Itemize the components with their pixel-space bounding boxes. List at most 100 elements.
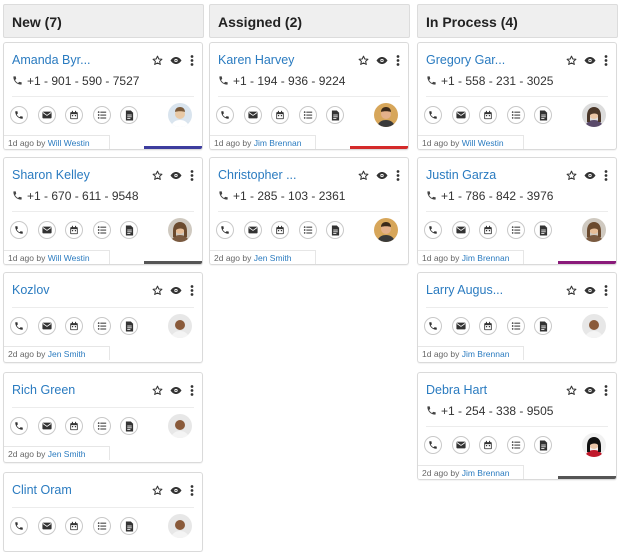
lead-card[interactable]: Sharon Kelley +1 - 670 - 611 - 9548 1d ag… (3, 157, 203, 265)
more-vertical-icon[interactable] (396, 54, 400, 66)
star-icon[interactable] (152, 170, 163, 181)
eye-icon[interactable] (584, 286, 596, 295)
note-button[interactable] (326, 106, 344, 124)
lead-card[interactable]: Larry Augus... 1d ago by Jim Brennan (417, 272, 617, 363)
lead-name-link[interactable]: Gregory Gar... (426, 53, 506, 67)
more-vertical-icon[interactable] (604, 284, 608, 296)
call-button[interactable] (424, 106, 442, 124)
email-button[interactable] (451, 221, 470, 239)
eye-icon[interactable] (376, 56, 388, 65)
task-list-button[interactable] (298, 221, 317, 239)
star-icon[interactable] (566, 385, 577, 396)
lead-card[interactable]: Justin Garza +1 - 786 - 842 - 3976 1d ago… (417, 157, 617, 265)
email-button[interactable] (37, 517, 56, 535)
assignee-avatar[interactable] (582, 218, 606, 242)
call-button[interactable] (424, 221, 442, 239)
calendar-button[interactable] (271, 106, 289, 124)
calendar-button[interactable] (479, 106, 497, 124)
note-button[interactable] (534, 436, 552, 454)
lead-name-link[interactable]: Karen Harvey (218, 53, 295, 67)
star-icon[interactable] (152, 285, 163, 296)
created-by-user[interactable]: Jen Smith (47, 349, 86, 359)
task-list-button[interactable] (506, 221, 525, 239)
note-button[interactable] (120, 106, 138, 124)
email-button[interactable] (243, 221, 262, 239)
star-icon[interactable] (152, 385, 163, 396)
more-vertical-icon[interactable] (190, 484, 194, 496)
eye-icon[interactable] (170, 286, 182, 295)
eye-icon[interactable] (170, 386, 182, 395)
lead-card[interactable]: Amanda Byr... +1 - 901 - 590 - 7527 1d ag… (3, 42, 203, 150)
eye-icon[interactable] (170, 486, 182, 495)
assignee-avatar[interactable] (168, 514, 192, 538)
lead-card[interactable]: Clint Oram (3, 472, 203, 552)
created-by-user[interactable]: Jen Smith (47, 449, 86, 459)
lead-name-link[interactable]: Kozlov (12, 283, 50, 297)
star-icon[interactable] (566, 55, 577, 66)
created-by-user[interactable]: Will Westin (461, 138, 504, 148)
task-list-button[interactable] (92, 106, 111, 124)
star-icon[interactable] (152, 55, 163, 66)
note-button[interactable] (534, 221, 552, 239)
phone-number[interactable]: +1 - 285 - 103 - 2361 (218, 189, 345, 204)
email-button[interactable] (451, 317, 470, 335)
created-by-user[interactable]: Will Westin (47, 253, 90, 263)
star-icon[interactable] (566, 170, 577, 181)
note-button[interactable] (120, 417, 138, 435)
note-button[interactable] (326, 221, 344, 239)
more-vertical-icon[interactable] (190, 54, 194, 66)
eye-icon[interactable] (376, 171, 388, 180)
star-icon[interactable] (566, 285, 577, 296)
eye-icon[interactable] (584, 56, 596, 65)
task-list-button[interactable] (506, 106, 525, 124)
created-by-user[interactable]: Jim Brennan (461, 349, 510, 359)
task-list-button[interactable] (298, 106, 317, 124)
lead-card[interactable]: Kozlov 2d ago by Jen Smith (3, 272, 203, 363)
more-vertical-icon[interactable] (396, 169, 400, 181)
call-button[interactable] (10, 221, 28, 239)
star-icon[interactable] (152, 485, 163, 496)
calendar-button[interactable] (65, 517, 83, 535)
assignee-avatar[interactable] (374, 103, 398, 127)
created-by-user[interactable]: Jim Brennan (461, 468, 510, 478)
calendar-button[interactable] (479, 317, 497, 335)
lead-name-link[interactable]: Amanda Byr... (12, 53, 91, 67)
task-list-button[interactable] (92, 517, 111, 535)
calendar-button[interactable] (65, 317, 83, 335)
more-vertical-icon[interactable] (190, 169, 194, 181)
phone-number[interactable]: +1 - 558 - 231 - 3025 (426, 74, 553, 89)
call-button[interactable] (10, 517, 28, 535)
email-button[interactable] (37, 317, 56, 335)
assignee-avatar[interactable] (168, 103, 192, 127)
call-button[interactable] (10, 106, 28, 124)
eye-icon[interactable] (584, 386, 596, 395)
note-button[interactable] (534, 317, 552, 335)
assignee-avatar[interactable] (168, 314, 192, 338)
calendar-button[interactable] (479, 436, 497, 454)
task-list-button[interactable] (92, 317, 111, 335)
note-button[interactable] (534, 106, 552, 124)
phone-number[interactable]: +1 - 194 - 936 - 9224 (218, 74, 345, 89)
email-button[interactable] (451, 106, 470, 124)
task-list-button[interactable] (92, 221, 111, 239)
assignee-avatar[interactable] (168, 414, 192, 438)
lead-name-link[interactable]: Larry Augus... (426, 283, 504, 297)
lead-card[interactable]: Debra Hart +1 - 254 - 338 - 9505 2d ago b… (417, 372, 617, 480)
email-button[interactable] (451, 436, 470, 454)
call-button[interactable] (424, 317, 442, 335)
call-button[interactable] (216, 221, 234, 239)
calendar-button[interactable] (65, 106, 83, 124)
phone-number[interactable]: +1 - 786 - 842 - 3976 (426, 189, 553, 204)
lead-card[interactable]: Rich Green 2d ago by Jen Smith (3, 372, 203, 463)
more-vertical-icon[interactable] (190, 284, 194, 296)
more-vertical-icon[interactable] (604, 169, 608, 181)
star-icon[interactable] (358, 170, 369, 181)
lead-name-link[interactable]: Rich Green (12, 383, 76, 397)
lead-card[interactable]: Gregory Gar... +1 - 558 - 231 - 3025 1d a… (417, 42, 617, 150)
lead-name-link[interactable]: Justin Garza (426, 168, 497, 182)
created-by-user[interactable]: Will Westin (47, 138, 90, 148)
email-button[interactable] (37, 106, 56, 124)
lead-name-link[interactable]: Debra Hart (426, 383, 488, 397)
email-button[interactable] (37, 417, 56, 435)
phone-number[interactable]: +1 - 670 - 611 - 9548 (12, 189, 139, 204)
